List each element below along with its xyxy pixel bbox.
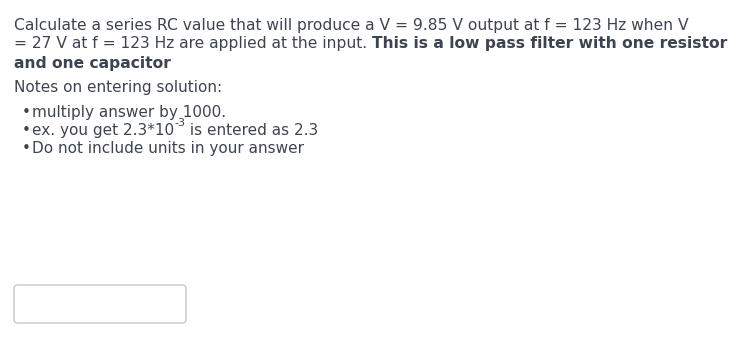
Text: Do not include units in your answer: Do not include units in your answer	[32, 141, 304, 156]
Text: = 27 V at f = 123 Hz are applied at the input.: = 27 V at f = 123 Hz are applied at the …	[14, 36, 372, 51]
Text: multiply answer by 1000.: multiply answer by 1000.	[32, 105, 226, 120]
Text: •: •	[22, 123, 31, 138]
Text: and one capacitor: and one capacitor	[14, 56, 171, 71]
Text: ex. you get 2.3*10: ex. you get 2.3*10	[32, 123, 174, 138]
FancyBboxPatch shape	[14, 285, 186, 323]
Text: is entered as 2.3: is entered as 2.3	[185, 123, 318, 138]
Text: This is a low pass filter with one resistor: This is a low pass filter with one resis…	[372, 36, 727, 51]
Text: •: •	[22, 105, 31, 120]
Text: •: •	[22, 141, 31, 156]
Text: -3: -3	[174, 118, 185, 128]
Text: Notes on entering solution:: Notes on entering solution:	[14, 80, 222, 95]
Text: Calculate a series RC value that will produce a V = 9.85 V output at f = 123 Hz : Calculate a series RC value that will pr…	[14, 18, 689, 33]
